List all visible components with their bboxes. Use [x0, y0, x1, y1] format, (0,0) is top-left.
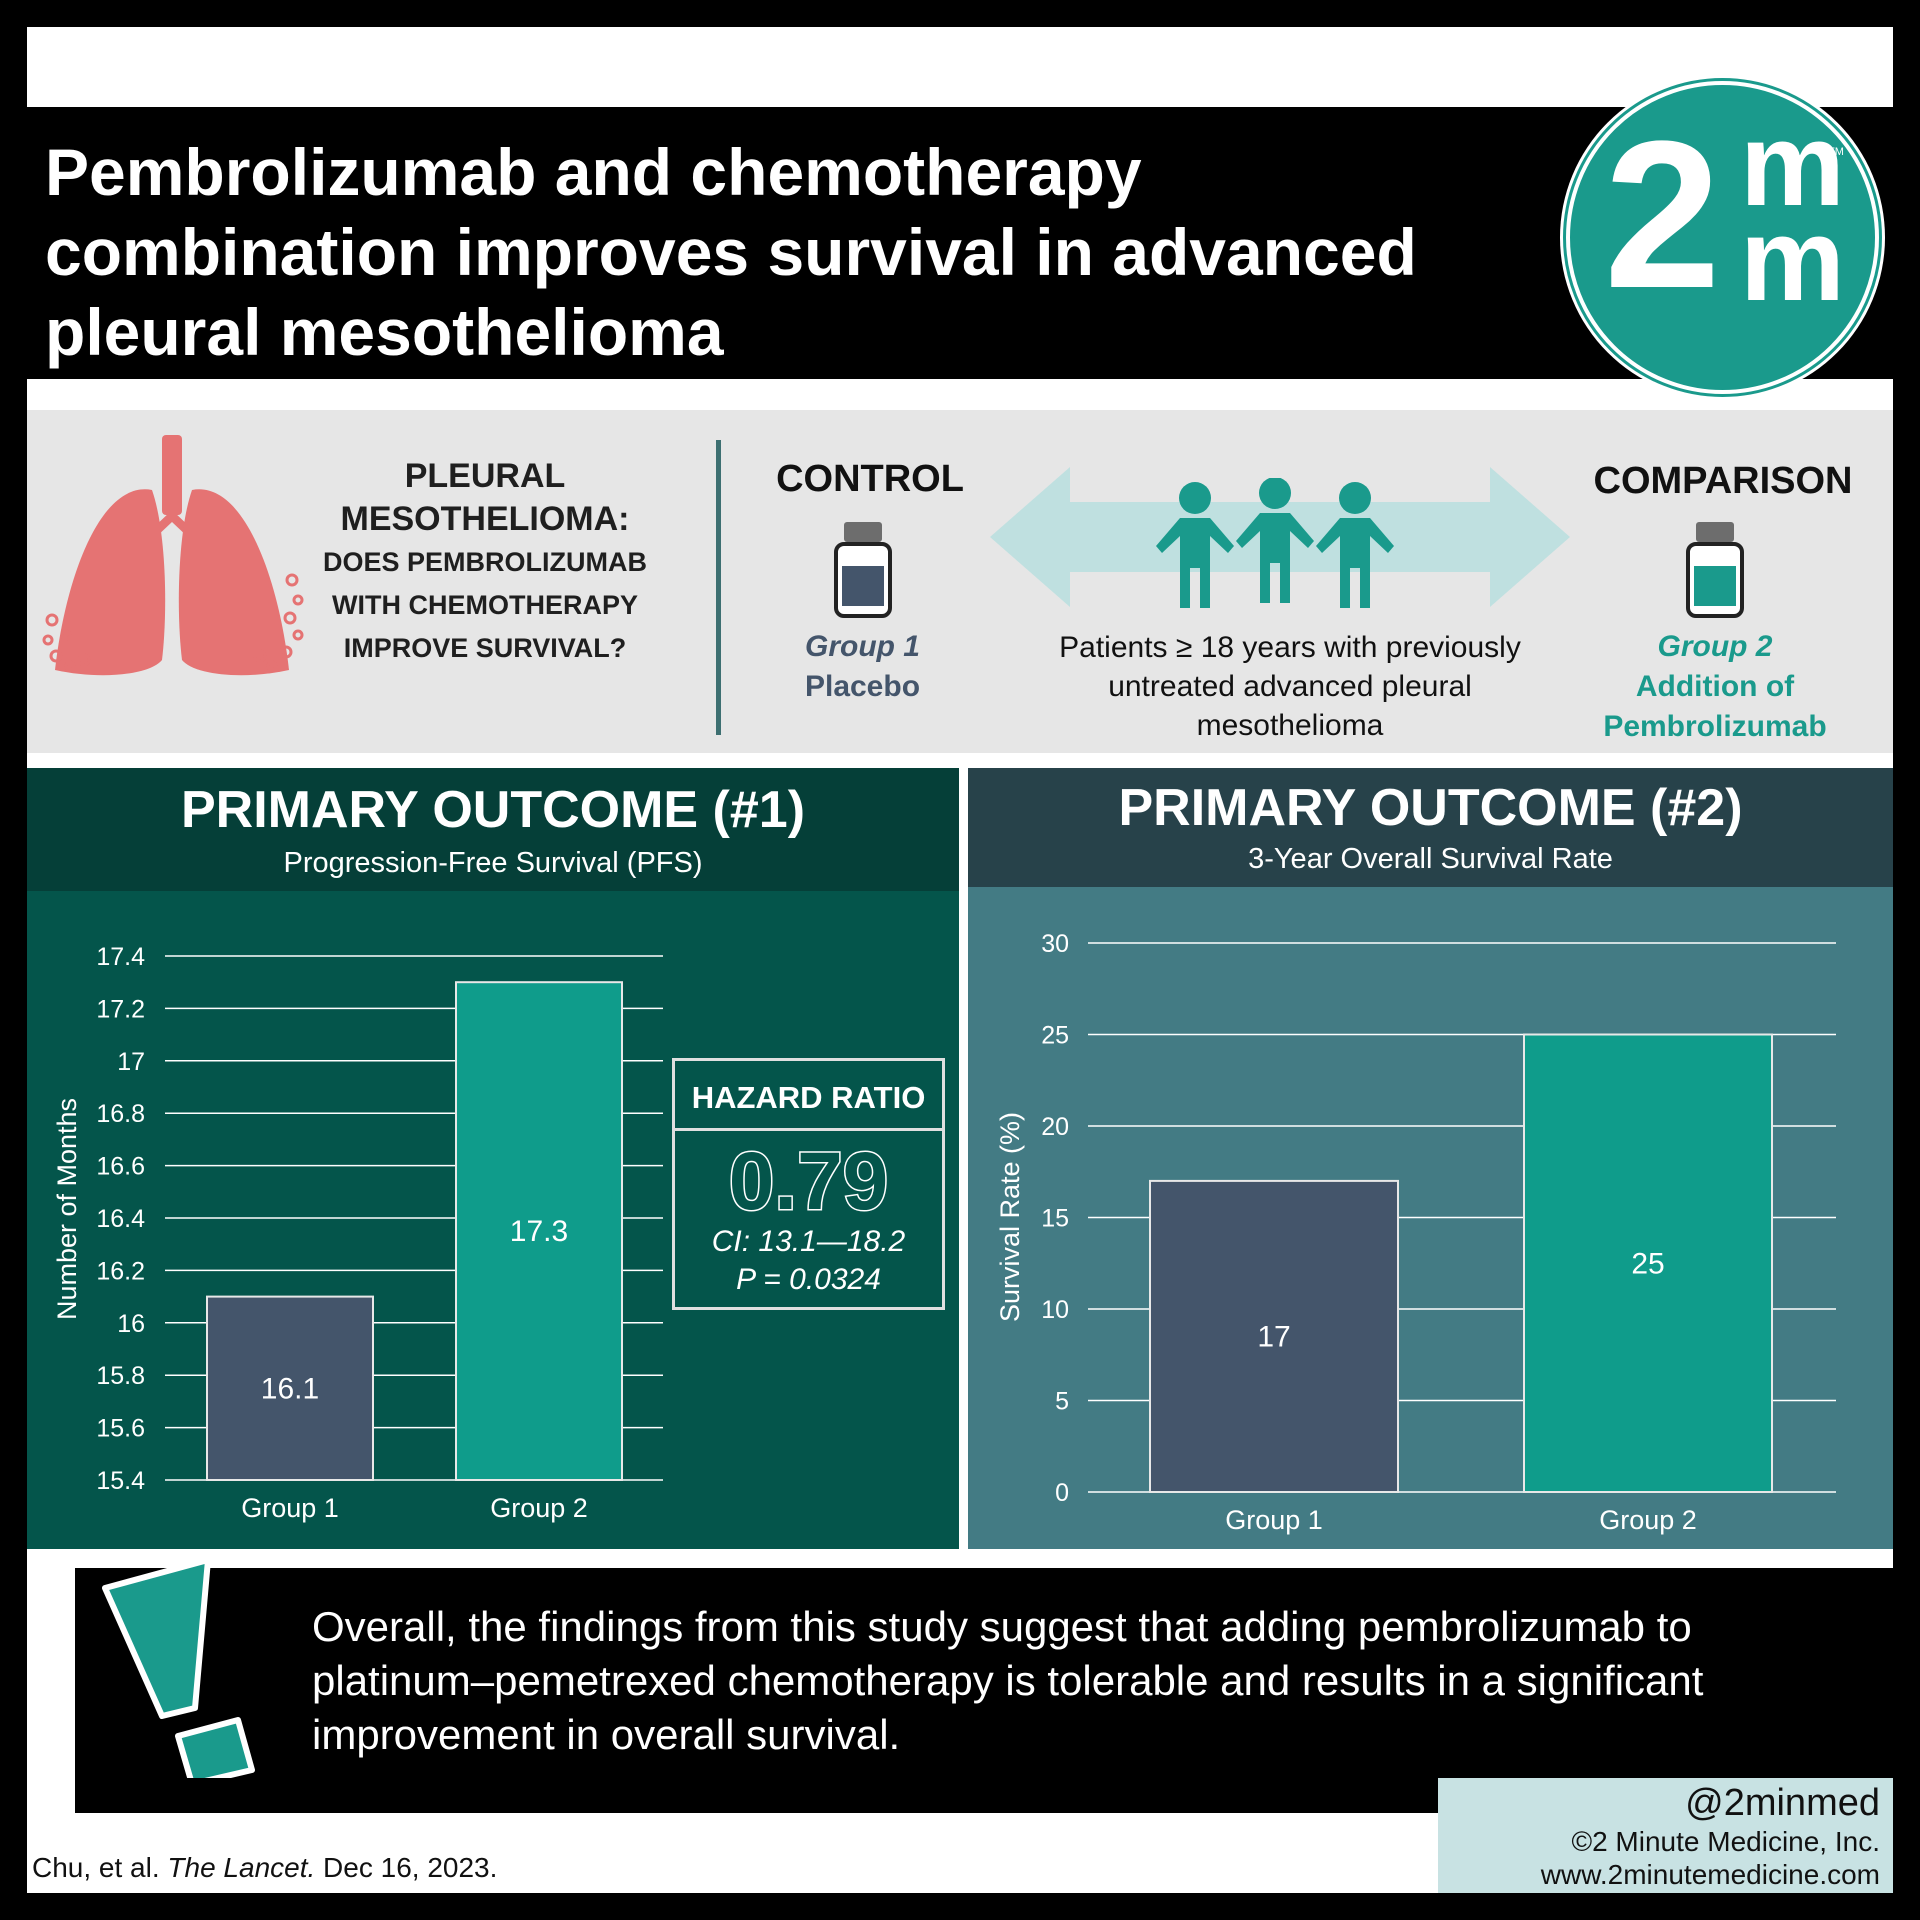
bar-data-label: 16.1: [261, 1372, 319, 1405]
y-tick-label: 25: [1041, 1022, 1069, 1050]
hazard-ratio-label: HAZARD RATIO: [691, 1080, 926, 1115]
conclusion-line: Overall, the findings from this study su…: [312, 1603, 1692, 1650]
y-tick-label: 15: [1041, 1205, 1069, 1233]
study-question: PLEURAL MESOTHELIOMA: DOES PEMBROLIZUMAB…: [300, 455, 670, 670]
x-category-label: Group 1: [1225, 1505, 1323, 1535]
x-category-label: Group 2: [490, 1493, 588, 1523]
y-tick-label: 15.8: [96, 1362, 145, 1390]
logo-digit: 2: [1604, 97, 1721, 332]
outcome1-title: PRIMARY OUTCOME (#1): [180, 781, 806, 839]
group2-description: Addition of: [1635, 670, 1795, 703]
patients-line: untreated advanced pleural: [1108, 670, 1472, 703]
logo-circle: [1563, 78, 1882, 397]
group1-description: Placebo: [804, 670, 921, 703]
bar-data-label: 25: [1631, 1247, 1664, 1280]
question-line: MESOTHELIOMA:: [340, 500, 630, 538]
outcome2-subtitle: 3-Year Overall Survival Rate: [1248, 843, 1613, 875]
comparison-heading: COMPARISON: [1593, 460, 1853, 502]
bar-data-label: 17: [1257, 1320, 1290, 1353]
x-category-label: Group 2: [1599, 1505, 1697, 1535]
hazard-ratio-p: P = 0.0324: [736, 1263, 881, 1296]
citation-journal: The Lancet.: [167, 1852, 316, 1883]
logo-trademark: TM: [1828, 146, 1844, 158]
y-tick-label: 16.6: [96, 1153, 145, 1181]
bar: [1523, 1033, 1773, 1493]
bar: [206, 1295, 374, 1481]
x-category-label: Group 1: [241, 1493, 339, 1523]
citation-date: Dec 16, 2023.: [315, 1852, 498, 1883]
group1-label: Group 1 Placebo: [740, 627, 985, 707]
bar-data-label: 17.3: [510, 1215, 568, 1248]
question-line: WITH CHEMOTHERAPY: [332, 590, 638, 620]
group2-description: Pembrolizumab: [1603, 710, 1827, 743]
social-handle: @2minmed: [1685, 1782, 1880, 1824]
hazard-ratio-value: 0.79: [727, 1135, 890, 1229]
study-design-panel: [27, 410, 1893, 753]
vial-icon: [834, 522, 892, 618]
y-tick-label: 20: [1041, 1113, 1069, 1141]
credit-box: [1438, 1778, 1893, 1893]
hazard-ratio-separator: [675, 1128, 942, 1131]
outcome1-subtitle: Progression-Free Survival (PFS): [283, 847, 703, 879]
y-tick-label: 0: [1055, 1479, 1069, 1507]
question-line: IMPROVE SURVIVAL?: [343, 633, 627, 663]
group2-label: Group 2 Addition of Pembrolizumab: [1560, 627, 1870, 747]
section-divider: [716, 440, 721, 735]
y-axis-label: Survival Rate (%): [995, 1112, 1025, 1322]
copyright: ©2 Minute Medicine, Inc.: [1571, 1826, 1880, 1857]
y-tick-label: 30: [1041, 930, 1069, 958]
top-strip: [27, 27, 1893, 107]
control-heading: CONTROL: [776, 458, 964, 500]
citation: Chu, et al. The Lancet. Dec 16, 2023.: [32, 1852, 497, 1884]
y-tick-label: 17.4: [96, 943, 145, 971]
page-title: Pembrolizumab and chemotherapy combinati…: [45, 132, 1545, 372]
outcome2-title: PRIMARY OUTCOME (#2): [1118, 779, 1743, 837]
hazard-ratio-box: [672, 1058, 945, 1310]
exclamation-icon: [102, 1558, 255, 1778]
pfs-bar-chart: 15.4 15.6 15.8 16 16.2 16.4 16.6 16.8 17 17.2 17.4…: [52, 943, 663, 1523]
question-line: PLEURAL: [404, 457, 566, 495]
group2-name: Group 2: [1657, 630, 1773, 663]
people-icon: [1156, 478, 1394, 608]
lungs-icon: [42, 435, 304, 676]
conclusion-text: Overall, the findings from this study su…: [312, 1600, 1872, 1762]
y-tick-label: 17.2: [96, 995, 145, 1023]
logo-letter: m: [1740, 99, 1845, 231]
question-line: DOES PEMBROLIZUMAB: [323, 547, 647, 577]
y-tick-label: 16: [117, 1310, 145, 1338]
patient-population: Patients ≥ 18 years with previously untr…: [1010, 628, 1570, 745]
y-tick-label: 15.4: [96, 1467, 145, 1495]
y-tick-label: 16.2: [96, 1257, 145, 1285]
vial-icon: [1686, 522, 1744, 618]
outcome2-header: [968, 768, 1893, 887]
outcome1-header: [27, 768, 959, 891]
y-tick-label: 10: [1041, 1296, 1069, 1324]
website: www.2minutemedicine.com: [1540, 1859, 1880, 1890]
patients-line: Patients ≥ 18 years with previously: [1059, 631, 1521, 664]
survival-bar-chart: 0 5 10 15 20 25 30 17 Group 1 25 Group 2 Survival R…: [995, 930, 1836, 1535]
conclusion-panel: [75, 1568, 1893, 1813]
y-tick-label: 16.8: [96, 1100, 145, 1128]
title-line: combination improves survival in advance…: [45, 215, 1417, 289]
y-tick-label: 17: [117, 1048, 145, 1076]
conclusion-line: platinum–pemetrexed chemotherapy is tole…: [312, 1657, 1704, 1704]
bar: [1149, 1179, 1399, 1493]
hazard-ratio-ci: CI: 13.1—18.2: [711, 1225, 906, 1258]
citation-authors: Chu, et al.: [32, 1852, 168, 1883]
logo-letter: m: [1740, 194, 1845, 326]
y-axis-label: Number of Months: [52, 1098, 82, 1320]
y-tick-label: 15.6: [96, 1415, 145, 1443]
bar: [455, 981, 623, 1481]
group1-name: Group 1: [804, 630, 920, 663]
y-tick-label: 5: [1055, 1388, 1069, 1416]
title-line: Pembrolizumab and chemotherapy: [45, 135, 1142, 209]
patients-line: mesothelioma: [1196, 709, 1384, 742]
conclusion-line: improvement in overall survival.: [312, 1711, 901, 1758]
y-tick-label: 16.4: [96, 1205, 145, 1233]
title-line: pleural mesothelioma: [45, 295, 724, 369]
